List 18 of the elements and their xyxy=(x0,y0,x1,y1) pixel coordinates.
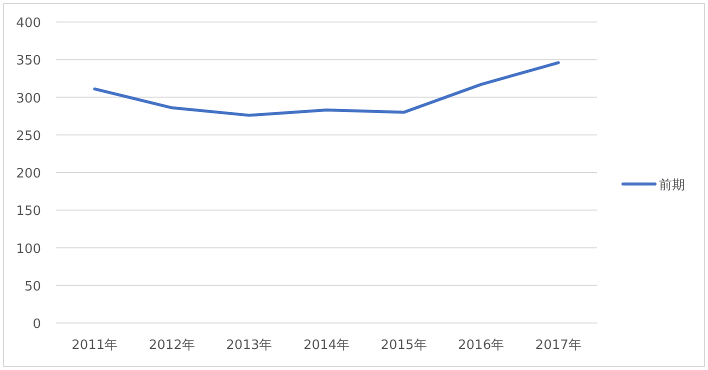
y-tick-label: 150 xyxy=(16,204,41,220)
y-tick-label: 200 xyxy=(16,166,41,182)
x-tick-label: 2017年 xyxy=(535,338,582,353)
legend-label: 前期 xyxy=(659,178,685,193)
y-tick-label: 50 xyxy=(24,279,41,294)
y-tick-label: 300 xyxy=(16,91,41,106)
y-tick-label: 400 xyxy=(16,16,41,31)
x-tick-label: 2016年 xyxy=(458,338,504,353)
x-tick-label: 2014年 xyxy=(303,338,350,353)
line-series xyxy=(93,61,560,117)
y-tick-label: 250 xyxy=(16,128,41,144)
x-tick-label: 2015年 xyxy=(380,338,427,353)
x-tick-label: 2012年 xyxy=(148,338,195,353)
y-tick-label: 100 xyxy=(16,242,41,257)
x-tick-label: 2011年 xyxy=(72,338,118,353)
x-tick-label: 2013年 xyxy=(226,338,272,353)
y-tick-label: 350 xyxy=(16,54,41,69)
y-tick-label: 0 xyxy=(32,317,41,332)
